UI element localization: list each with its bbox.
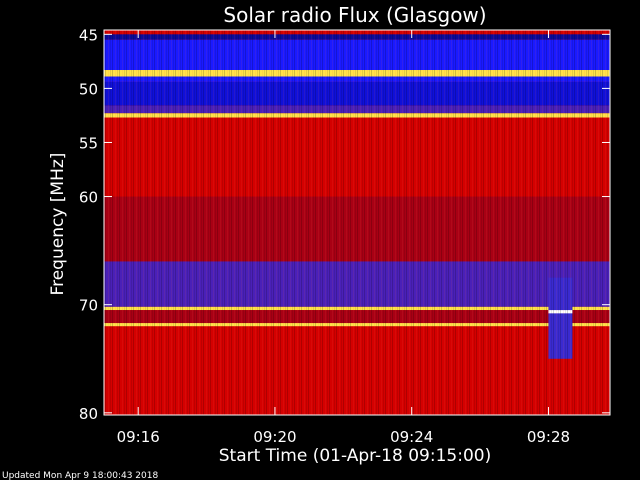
updated-stamp: Updated Mon Apr 9 18:00:43 2018	[2, 471, 158, 480]
y-tick-label: 50	[79, 80, 98, 98]
y-tick-label: 60	[79, 189, 98, 207]
y-tick-label: 70	[79, 297, 98, 315]
y-axis-label: Frequency [MHz]	[48, 153, 68, 296]
y-tick-label: 55	[79, 134, 98, 152]
y-axis: 45 50 55 60 70 80	[79, 26, 610, 423]
y-tick-label: 45	[79, 26, 98, 44]
x-axis-label: Start Time (01-Apr-18 09:15:00)	[219, 446, 491, 466]
x-tick-label: 09:28	[527, 428, 570, 446]
plot-texture	[104, 30, 610, 415]
plot-area	[103, 29, 611, 416]
x-tick-label: 09:16	[117, 428, 160, 446]
y-tick-label: 80	[79, 405, 98, 423]
chart-title: Solar radio Flux (Glasgow)	[223, 3, 486, 27]
x-axis: 09:16 09:20 09:24 09:28	[117, 30, 570, 446]
plot-frame	[103, 29, 611, 416]
x-tick-label: 09:20	[253, 428, 296, 446]
x-tick-label: 09:24	[390, 428, 433, 446]
